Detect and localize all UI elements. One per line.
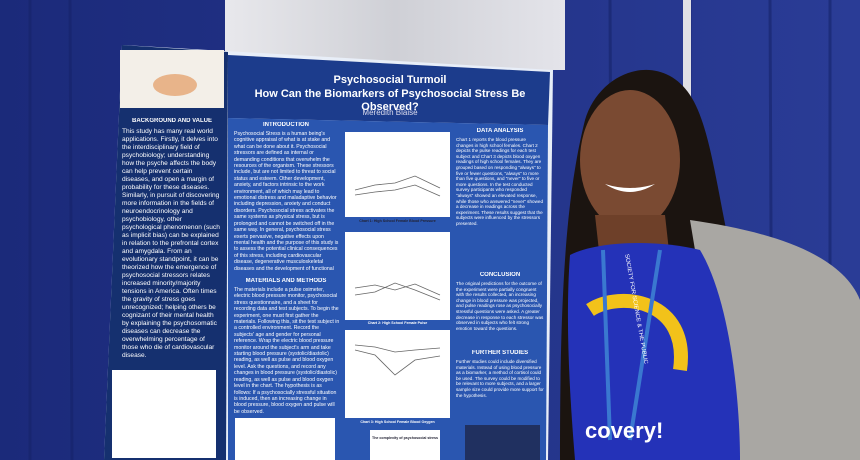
section-text: This study has many real world applicati…	[122, 128, 220, 359]
face	[580, 90, 680, 230]
chart-image	[345, 132, 450, 217]
section-heading: CONCLUSION	[479, 272, 521, 278]
chart-image	[345, 330, 450, 418]
poster-title: Psychosocial Turmoil	[333, 74, 447, 86]
chart-caption: Chart 2: High School Female Pulse	[367, 321, 428, 325]
poster-author: Meredith Blaise	[362, 108, 418, 117]
book-image	[465, 425, 540, 460]
section-heading: FURTHER STUDIES	[471, 350, 529, 356]
lanyard	[601, 249, 612, 441]
smile	[605, 184, 655, 192]
caption-box	[370, 430, 440, 460]
diagram-image	[235, 418, 335, 460]
section-text: Further studies could include diversifie…	[456, 359, 544, 398]
section-heading: INTRODUCTION	[263, 122, 309, 128]
section-heading: BACKGROUND AND VALUE	[132, 118, 212, 124]
diagram-image	[112, 370, 216, 458]
lanyard	[628, 249, 662, 441]
brain	[153, 74, 197, 96]
section-text: Psychosocial Stress is a human being's c…	[234, 131, 339, 271]
pole	[683, 0, 691, 130]
section-text: The materials include a pulse oximeter, …	[234, 287, 340, 415]
chart-image	[345, 232, 450, 320]
section-heading: MATERIALS AND METHODS	[245, 278, 327, 284]
poster-subtitle: How Can the Biomarkers of Psychosocial S…	[254, 88, 526, 113]
poster-header	[228, 55, 550, 125]
section-text: The original predictions for the outcome…	[456, 281, 544, 331]
chart-caption: Chart 3: High School Female Blood Oxygen	[360, 420, 435, 424]
shirt-text: covery!	[585, 418, 664, 443]
section-text: Chart 1 reports the blood pressure chang…	[456, 137, 544, 226]
chart-lines	[354, 175, 441, 376]
section-heading: DATA ANALYSIS	[476, 128, 524, 134]
poster-left-column	[104, 45, 228, 460]
chart-caption: Chart 1: High School Female Blood Pressu…	[359, 219, 436, 223]
image-caption: The complexity of psychosocial stress	[372, 436, 438, 440]
